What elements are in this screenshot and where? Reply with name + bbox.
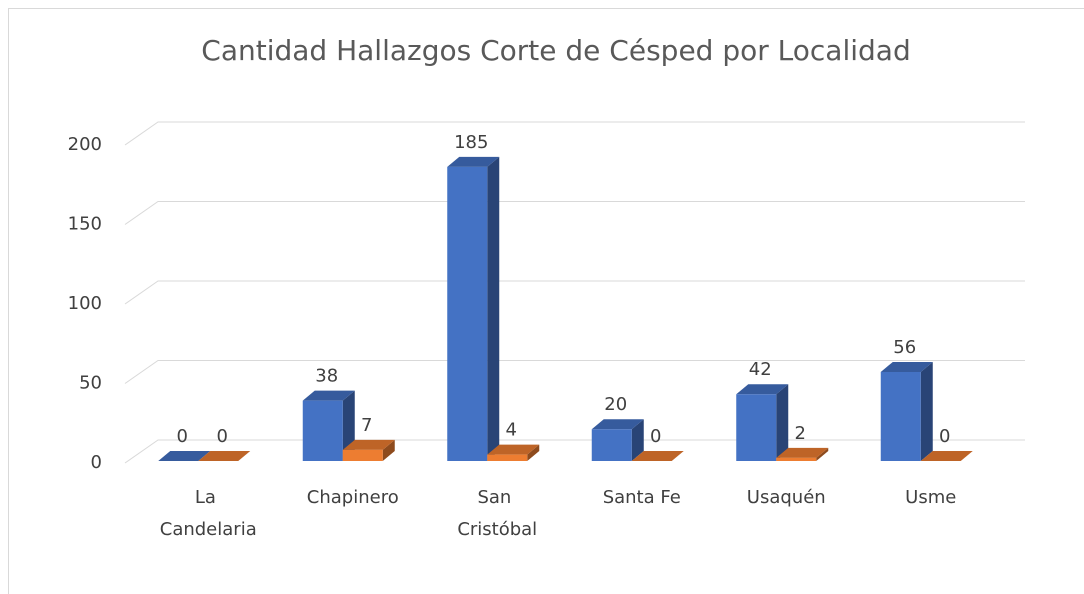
grid-line: [124, 121, 1025, 146]
data-label: 7: [361, 415, 372, 436]
data-label: 0: [939, 426, 950, 447]
data-label: 185: [454, 132, 488, 153]
grid-line: [124, 280, 1025, 305]
bar-face: [920, 451, 973, 461]
bar-face: [342, 449, 383, 461]
bar: [302, 390, 355, 461]
grid-line: [124, 201, 1025, 225]
data-label: 0: [217, 426, 228, 447]
bar-face: [487, 156, 500, 461]
bar-face: [776, 447, 829, 458]
y-tick-label: 150: [68, 214, 102, 235]
chart-title: Cantidad Hallazgos Corte de Césped por L…: [201, 34, 910, 67]
bar: [776, 447, 829, 461]
y-tick-label: 50: [79, 373, 102, 394]
data-label: 42: [749, 359, 772, 380]
bar-face: [487, 454, 528, 461]
chart-frame: [8, 8, 1084, 594]
data-label: 20: [604, 394, 627, 415]
bar-face: [816, 447, 829, 461]
bar-face: [302, 400, 343, 461]
data-label: 0: [177, 426, 188, 447]
bar-face: [302, 390, 355, 401]
bar-face: [920, 361, 933, 461]
x-tick-label: Usaquén: [747, 487, 826, 508]
bar: [198, 451, 251, 461]
bar-face: [527, 444, 540, 461]
data-label: 56: [893, 337, 916, 358]
bar-face: [487, 444, 540, 455]
bar-face: [342, 439, 395, 450]
bar-face: [736, 384, 789, 395]
bar-face: [776, 384, 789, 461]
x-tick-label: Santa Fe: [603, 487, 681, 508]
bar: [158, 451, 211, 461]
bar: [880, 361, 933, 461]
bar-face: [447, 166, 488, 461]
bar: [342, 439, 395, 461]
bar-face: [382, 439, 395, 461]
bar-face: [880, 361, 933, 372]
x-tick-label: Usme: [905, 487, 956, 508]
bar: [591, 419, 644, 461]
x-tick-label: San Cristóbal: [457, 487, 537, 540]
bar: [631, 451, 684, 461]
bar-face: [447, 156, 500, 167]
x-tick-label: La Candelaria: [160, 487, 257, 540]
data-label: 2: [795, 423, 806, 444]
data-label: 38: [315, 366, 338, 387]
data-label: 4: [506, 420, 517, 441]
data-label: 0: [650, 426, 661, 447]
x-tick-label: Chapinero: [307, 487, 399, 508]
bar-face: [776, 457, 817, 461]
y-tick-label: 200: [68, 134, 102, 155]
bar-face: [591, 419, 644, 430]
bar-face: [631, 451, 684, 461]
bar: [920, 451, 973, 461]
bar: [487, 444, 540, 461]
y-tick-label: 100: [68, 293, 102, 314]
bar-face: [158, 451, 211, 461]
bar-face: [198, 451, 251, 461]
bar: [736, 384, 789, 461]
grid-line: [124, 439, 1025, 464]
bar-face: [880, 371, 921, 461]
bar: [447, 156, 500, 461]
grid-line: [124, 360, 1025, 384]
bar-face: [631, 419, 644, 461]
y-tick-label: 0: [91, 452, 102, 473]
bar-face: [736, 394, 777, 461]
bar-face: [591, 429, 632, 461]
